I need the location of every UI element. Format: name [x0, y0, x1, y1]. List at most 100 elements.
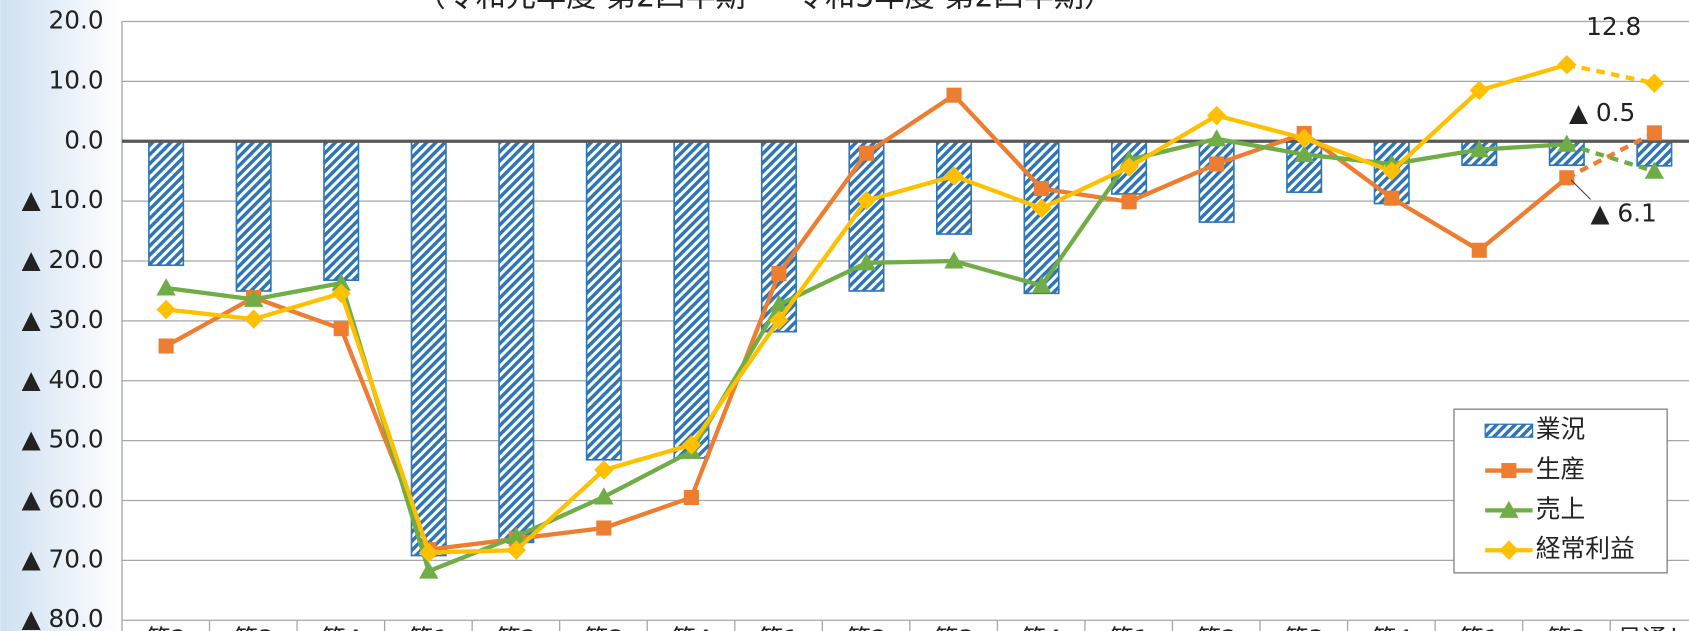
x-tick-label: 第2: [1196, 625, 1237, 631]
leader-line: [1570, 179, 1591, 200]
marker: [1644, 161, 1665, 179]
bar: [323, 140, 360, 281]
marker: [419, 542, 439, 563]
y-tick-label: 0.0: [64, 125, 103, 154]
legend-label: 経常利益: [1536, 534, 1635, 563]
marker: [944, 166, 964, 186]
marker: [946, 87, 962, 103]
y-tick-label: 10.0: [49, 65, 104, 94]
bar: [673, 140, 710, 459]
series-line: [165, 62, 1568, 555]
chart-subtitle: （令和元年度 第2四半期 ～ 令和5年度 第2四半期）: [415, 0, 1114, 14]
legend-marker: [1499, 540, 1519, 560]
x-tick-label: 第1: [759, 625, 800, 631]
marker: [856, 253, 877, 271]
x-tick-label: 第2: [1547, 625, 1588, 631]
marker: [333, 321, 349, 337]
marker: [1644, 73, 1665, 93]
bar: [935, 140, 973, 235]
x-tick-label: 見通し: [1617, 625, 1689, 631]
marker: [506, 540, 526, 560]
marker: [1119, 157, 1139, 177]
x-tick-label: 第3: [584, 625, 625, 631]
x-tick-label: 第3: [233, 625, 274, 631]
x-tick-label: 第1: [1459, 625, 1500, 631]
legend-label: 生産: [1536, 455, 1586, 484]
marker: [1206, 129, 1227, 147]
x-tick-label: 第3: [1284, 625, 1325, 631]
axis-background: [0, 0, 122, 631]
legend-label: 業況: [1536, 415, 1586, 444]
marker: [683, 489, 699, 506]
x-tick-label: 第4: [1371, 625, 1412, 631]
bar: [585, 140, 622, 461]
bar: [498, 140, 535, 544]
marker: [769, 310, 789, 330]
y-tick-label: ▲ 20.0: [22, 245, 104, 274]
marker: [856, 190, 877, 211]
marker: [944, 251, 964, 269]
y-tick-label: ▲ 30.0: [22, 305, 104, 334]
marker: [1469, 139, 1489, 158]
bar: [1198, 140, 1235, 223]
marker: [596, 520, 612, 536]
marker: [1559, 170, 1575, 186]
data-label: 12.8: [1586, 12, 1641, 41]
bar: [148, 140, 185, 267]
series-line: [1566, 142, 1655, 174]
data-label: ▲ 0.5: [1569, 98, 1635, 127]
marker: [156, 278, 176, 296]
marker: [243, 289, 264, 307]
marker: [858, 145, 875, 161]
marker: [331, 273, 351, 291]
marker: [1646, 125, 1662, 141]
x-tick-label: 第4: [321, 625, 362, 631]
y-tick-label: 20.0: [49, 6, 104, 35]
marker: [158, 338, 174, 354]
marker: [1469, 80, 1489, 101]
series-line: [1565, 130, 1656, 180]
y-tick-label: ▲ 10.0: [22, 185, 104, 214]
y-tick-label: ▲ 50.0: [22, 425, 104, 454]
legend-marker: [1499, 500, 1519, 518]
marker: [1382, 161, 1402, 181]
x-tick-label: 第2: [146, 625, 187, 631]
x-tick-label: 第4: [1021, 625, 1062, 631]
bar: [235, 140, 272, 292]
marker: [1294, 144, 1314, 162]
y-tick-label: ▲ 40.0: [22, 365, 104, 394]
x-tick-label: 第2: [846, 625, 887, 631]
marker: [243, 309, 264, 329]
marker: [1209, 156, 1225, 172]
legend-swatch: [1484, 423, 1534, 438]
marker: [419, 561, 439, 579]
y-tick-label: ▲ 60.0: [22, 484, 104, 513]
marker: [156, 299, 176, 320]
series-line: [1566, 62, 1655, 86]
marker: [681, 435, 702, 455]
x-tick-label: 第4: [671, 625, 712, 631]
marker: [771, 266, 787, 282]
marker: [1031, 275, 1052, 294]
x-tick-label: 第1: [1109, 625, 1150, 631]
marker: [1384, 190, 1400, 206]
x-tick-label: 第1: [409, 625, 450, 631]
x-tick-label: 第2: [496, 625, 537, 631]
y-tick-label: ▲ 80.0: [22, 604, 104, 631]
data-label: ▲ 6.1: [1591, 198, 1657, 227]
marker: [1034, 181, 1050, 197]
marker: [594, 460, 614, 480]
marker: [1206, 105, 1227, 126]
marker: [1294, 128, 1314, 148]
marker: [769, 295, 789, 313]
legend-marker: [1501, 463, 1517, 479]
marker: [1471, 242, 1487, 258]
y-tick-label: ▲ 70.0: [22, 544, 104, 573]
bar: [410, 140, 447, 557]
marker: [1557, 134, 1577, 152]
marker: [1557, 54, 1577, 75]
marker: [1031, 198, 1052, 219]
legend-label: 売上: [1536, 494, 1586, 523]
x-tick-label: 第3: [934, 625, 975, 631]
